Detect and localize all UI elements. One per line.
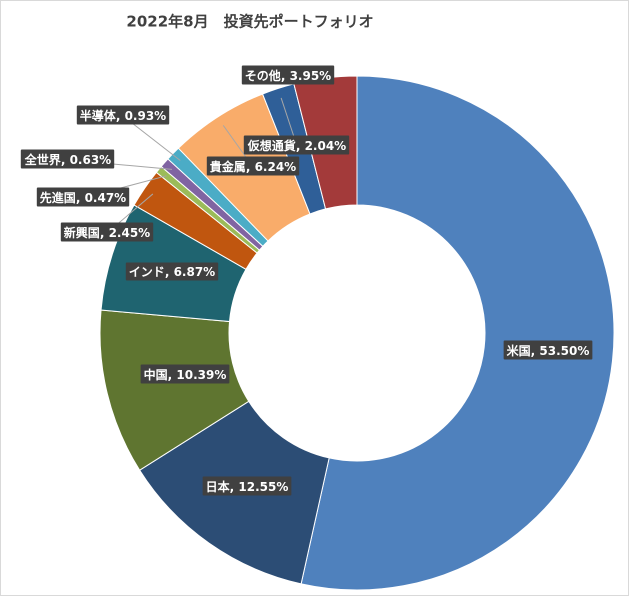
data-label-box [243, 135, 350, 155]
data-label-box [76, 105, 170, 125]
data-label: 中国, 10.39% [140, 364, 230, 384]
data-label: その他, 3.95% [241, 65, 335, 85]
category-label: その他 [245, 68, 281, 83]
value-label: 10.39% [176, 368, 226, 382]
label-separator: , [100, 226, 109, 240]
data-label-text: 米国, 53.50% [507, 343, 590, 358]
category-label: 中国 [144, 367, 168, 382]
data-label-box [60, 222, 154, 242]
data-label: 貴金属, 6.24% [206, 156, 300, 176]
data-label-box [503, 340, 593, 360]
data-label: 先進国, 0.47% [36, 187, 130, 207]
data-label-text: その他, 3.95% [245, 68, 331, 83]
data-label-text: 中国, 10.39% [144, 367, 227, 382]
value-label: 12.55% [238, 480, 288, 494]
data-label-box [202, 476, 292, 496]
category-label: 日本 [206, 479, 230, 494]
label-separator: , [76, 191, 85, 205]
data-label-box [125, 262, 219, 281]
donut-slice [300, 75, 615, 591]
label-separator: , [61, 153, 70, 167]
category-label: 全世界 [24, 152, 61, 167]
label-separator: , [531, 344, 540, 358]
data-label-box [20, 149, 115, 169]
category-label: 貴金属 [210, 159, 246, 174]
value-label: 0.63% [70, 153, 112, 167]
label-separator: , [296, 139, 305, 153]
category-label: 新興国 [64, 225, 100, 240]
category-label: 半導体 [80, 108, 117, 123]
data-label: 全世界, 0.63% [20, 149, 115, 169]
value-label: 6.24% [255, 160, 297, 174]
value-label: 0.47% [85, 191, 127, 205]
data-label-box [36, 187, 130, 207]
value-label: 2.45% [109, 226, 151, 240]
data-label: 半導体, 0.93% [76, 105, 170, 125]
label-separator: , [116, 109, 125, 123]
data-label-box [241, 65, 335, 85]
label-separator: , [246, 160, 255, 174]
data-label-text: 日本, 12.55% [206, 479, 289, 494]
category-label: 米国 [507, 343, 531, 358]
data-label-box [206, 156, 300, 176]
data-label: 日本, 12.55% [202, 476, 292, 496]
value-label: 2.04% [305, 139, 347, 153]
category-label: 先進国 [40, 190, 76, 205]
data-label-text: インド, 6.87% [129, 265, 215, 279]
value-label: 53.50% [539, 344, 589, 358]
data-label-text: 仮想通貨, 2.04% [247, 138, 346, 153]
data-label: インド, 6.87% [125, 262, 219, 281]
category-label: 仮想通貨 [247, 138, 296, 153]
category-label: インド [129, 265, 165, 279]
data-label: 米国, 53.50% [503, 340, 593, 360]
data-label-text: 貴金属, 6.24% [210, 159, 296, 174]
data-label-text: 先進国, 0.47% [40, 190, 126, 205]
data-label: 新興国, 2.45% [60, 222, 154, 242]
value-label: 3.95% [290, 69, 332, 83]
data-label: 仮想通貨, 2.04% [243, 135, 350, 155]
label-separator: , [168, 368, 177, 382]
label-separator: , [230, 480, 239, 494]
value-label: 0.93% [125, 109, 167, 123]
chart-title: 2022年8月 投資先ポートフォリオ [126, 13, 373, 31]
value-label: 6.87% [174, 265, 216, 279]
data-label-text: 新興国, 2.45% [64, 225, 150, 240]
label-separator: , [281, 69, 290, 83]
data-label-text: 半導体, 0.93% [80, 108, 166, 123]
label-separator: , [165, 265, 174, 279]
data-label-text: 全世界, 0.63% [24, 152, 111, 167]
data-label-box [140, 364, 230, 384]
